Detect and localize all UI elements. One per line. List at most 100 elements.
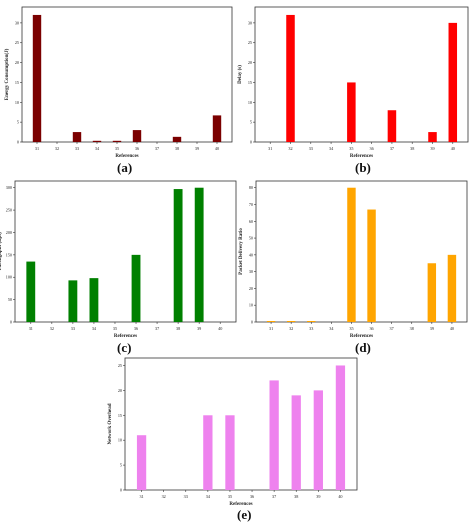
plot-frame-d xyxy=(255,180,468,323)
xtick-label-a-0: 31 xyxy=(35,146,39,151)
ytick-label-d-2: 20 xyxy=(249,286,253,291)
bar-a-31 xyxy=(32,14,42,142)
xtick-label-a-1: 32 xyxy=(55,146,59,151)
ytick-label-c-4: 200 xyxy=(6,230,12,235)
ytick-label-d-7: 70 xyxy=(249,202,253,207)
yaxis-label-a: Energy Consumption(J) xyxy=(5,48,10,100)
xtick-label-c-8: 39 xyxy=(197,326,201,331)
ytick-label-c-3: 150 xyxy=(6,252,12,257)
xtick-label-a-9: 40 xyxy=(215,146,219,151)
xtick-label-c-0: 31 xyxy=(29,326,33,331)
bar-d-39 xyxy=(427,263,437,322)
xtick-label-d-1: 32 xyxy=(289,326,293,331)
xtick-label-e-4: 35 xyxy=(228,494,232,499)
bar-e-40 xyxy=(335,365,346,490)
xtick-label-d-2: 33 xyxy=(309,326,313,331)
plot-frame-a xyxy=(21,6,233,143)
xtick-label-e-1: 32 xyxy=(162,494,166,499)
xtick-label-d-7: 38 xyxy=(410,326,414,331)
ytick-label-d-6: 60 xyxy=(249,219,253,224)
xtick-label-d-4: 35 xyxy=(349,326,353,331)
ytick-label-d-3: 30 xyxy=(249,269,253,274)
ytick-label-a-6: 30 xyxy=(15,20,19,25)
ytick-label-e-4: 20 xyxy=(118,388,122,393)
bar-a-35 xyxy=(112,140,122,142)
xtick-label-c-3: 34 xyxy=(92,326,97,331)
ytick-label-d-4: 40 xyxy=(249,252,253,257)
bar-d-33 xyxy=(307,320,316,322)
ytick-label-d-0: 0 xyxy=(251,320,253,325)
xtick-label-d-5: 36 xyxy=(369,326,373,331)
xtick-label-c-4: 35 xyxy=(113,326,117,331)
bar-d-32 xyxy=(286,320,296,322)
ytick-label-b-1: 5 xyxy=(250,120,252,125)
xtick-label-e-3: 34 xyxy=(206,494,211,499)
bar-b-37 xyxy=(387,110,397,142)
bar-e-35 xyxy=(225,415,235,490)
ytick-label-c-5: 250 xyxy=(6,208,12,213)
xtick-label-e-7: 38 xyxy=(294,494,298,499)
bar-e-31 xyxy=(136,435,147,490)
bar-a-36 xyxy=(132,130,142,142)
xtick-label-b-5: 36 xyxy=(370,146,374,151)
ytick-label-e-0: 0 xyxy=(120,488,122,493)
ytick-label-d-5: 50 xyxy=(249,236,253,241)
xtick-label-b-7: 38 xyxy=(410,146,414,151)
ytick-label-b-3: 15 xyxy=(248,80,252,85)
plot-frame-b xyxy=(254,6,469,143)
bar-c-33 xyxy=(68,280,78,322)
plot-frame-c xyxy=(14,180,237,323)
xtick-label-c-9: 40 xyxy=(218,326,222,331)
bar-c-38 xyxy=(173,189,183,322)
bar-c-34 xyxy=(89,278,99,322)
yaxis-label-d: Packet Delivery Ratio xyxy=(239,228,244,275)
bar-a-40 xyxy=(212,115,222,142)
caption-e: (e) xyxy=(237,507,252,522)
ytick-label-e-5: 25 xyxy=(118,363,122,368)
xtick-label-e-6: 37 xyxy=(272,494,276,499)
bar-a-33 xyxy=(72,132,82,142)
xtick-label-c-2: 33 xyxy=(71,326,75,331)
xaxis-label-c: References xyxy=(114,334,137,339)
ytick-label-a-2: 10 xyxy=(15,100,19,105)
bar-c-31 xyxy=(26,261,36,322)
bar-e-38 xyxy=(291,395,301,490)
bar-c-36 xyxy=(131,254,141,322)
xtick-label-b-4: 35 xyxy=(349,146,353,151)
xtick-label-b-6: 37 xyxy=(390,146,394,151)
ytick-label-b-5: 25 xyxy=(248,40,252,45)
xtick-label-b-0: 31 xyxy=(268,146,272,151)
ytick-label-e-3: 15 xyxy=(118,413,122,418)
ytick-label-d-8: 80 xyxy=(249,185,253,190)
ytick-label-c-1: 50 xyxy=(8,297,12,302)
ytick-label-c-6: 300 xyxy=(6,185,12,190)
ytick-label-e-1: 5 xyxy=(120,463,122,468)
xtick-label-d-6: 37 xyxy=(390,326,394,331)
caption-c: (c) xyxy=(117,340,132,355)
xtick-label-a-3: 34 xyxy=(95,146,100,151)
ytick-label-c-2: 100 xyxy=(6,275,12,280)
xtick-label-a-4: 35 xyxy=(115,146,119,151)
ytick-label-e-2: 10 xyxy=(118,438,122,443)
caption-d: (d) xyxy=(355,340,371,355)
yaxis-label-c: Throughput (Bps) xyxy=(0,232,3,271)
xtick-label-e-0: 31 xyxy=(139,494,143,499)
ytick-label-a-5: 25 xyxy=(15,40,19,45)
xtick-label-a-5: 36 xyxy=(135,146,139,151)
bar-a-38 xyxy=(172,136,182,142)
xtick-label-c-6: 37 xyxy=(155,326,159,331)
xtick-label-b-1: 32 xyxy=(288,146,292,151)
xtick-label-b-9: 40 xyxy=(451,146,455,151)
yaxis-label-b: Delay (s) xyxy=(238,65,243,84)
xtick-label-a-2: 33 xyxy=(75,146,79,151)
xtick-label-a-7: 38 xyxy=(175,146,179,151)
bar-b-32 xyxy=(286,14,295,142)
xtick-label-c-1: 32 xyxy=(50,326,54,331)
bar-c-39 xyxy=(194,187,204,322)
bar-b-40 xyxy=(448,22,458,142)
xaxis-label-e: References xyxy=(229,502,252,507)
caption-b: (b) xyxy=(355,160,371,175)
